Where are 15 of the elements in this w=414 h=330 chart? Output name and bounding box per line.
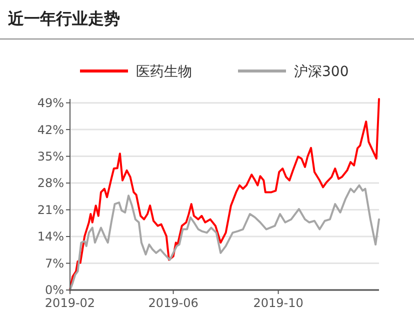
y-tick-label: 28% xyxy=(37,176,64,190)
legend-label: 沪深300 xyxy=(294,64,349,80)
line-series xyxy=(69,98,380,291)
y-tick-label: 14% xyxy=(37,230,64,244)
y-tick-label: 0% xyxy=(44,283,64,298)
chart-title: 近一年行业走势 xyxy=(7,9,120,28)
x-tick-label: 2019-10 xyxy=(253,296,304,310)
y-tick-label: 49% xyxy=(37,96,64,110)
y-tick-label: 35% xyxy=(37,150,64,164)
x-tick-label: 2019-02 xyxy=(44,296,96,310)
y-tick-label: 7% xyxy=(44,256,64,270)
legend-label: 医药生物 xyxy=(136,64,192,80)
y-tick-label: 21% xyxy=(37,202,64,217)
x-tick-label: 2019-06 xyxy=(148,296,198,310)
y-tick-label: 42% xyxy=(37,122,64,137)
